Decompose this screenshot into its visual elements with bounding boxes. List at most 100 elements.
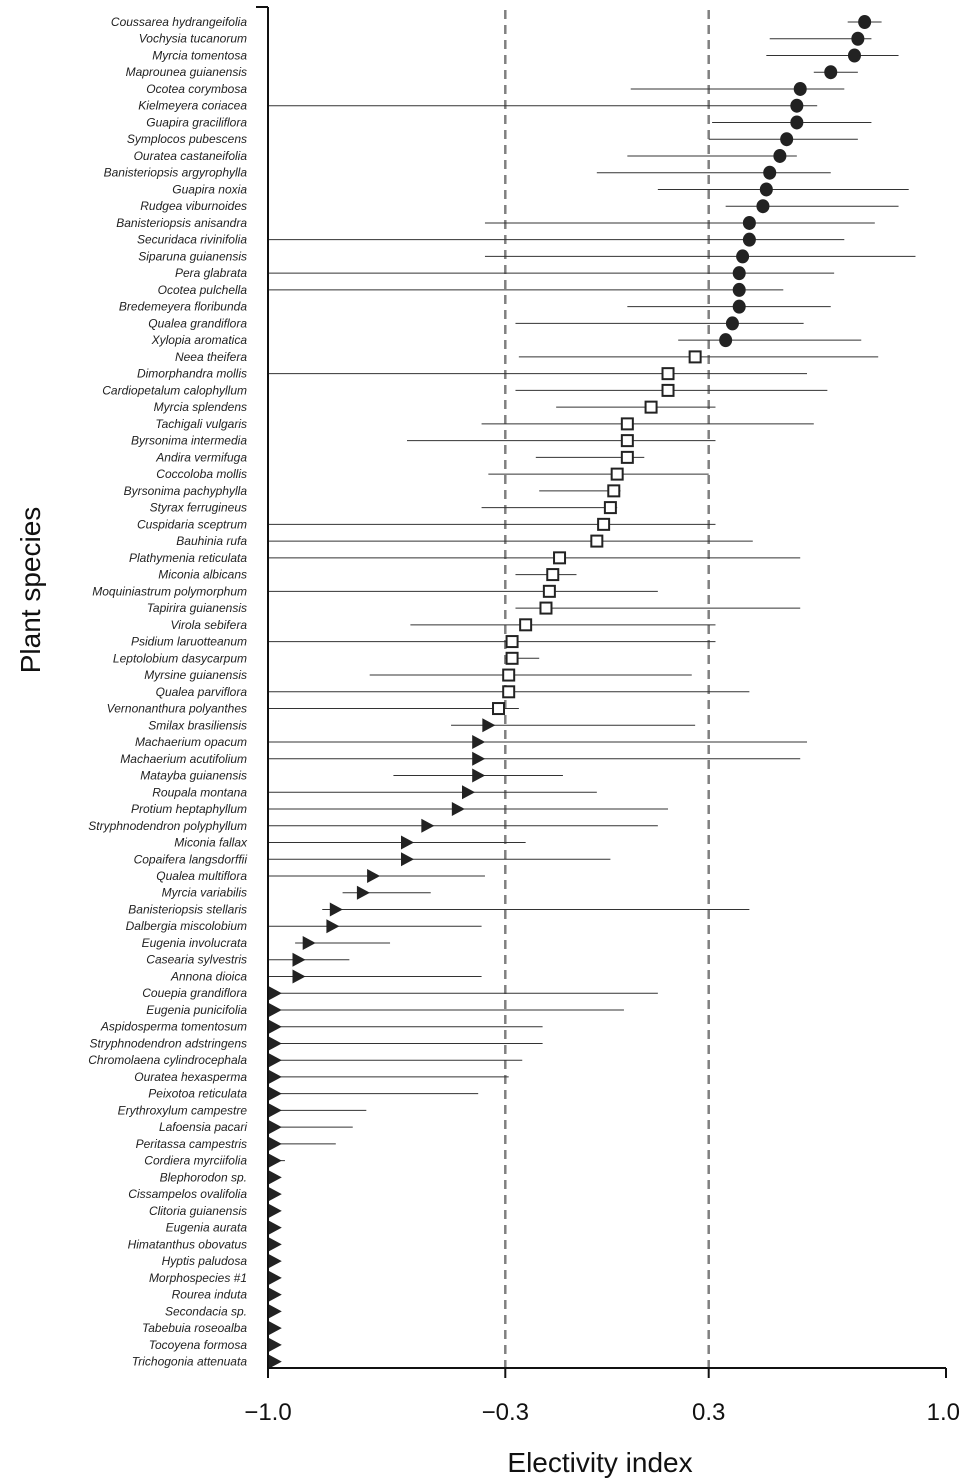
x-tick-label: −0.3 [482,1399,529,1426]
point-triangle [268,1270,282,1285]
point-circle [763,165,777,180]
species-label: Guapira graciliflora [146,115,247,129]
point-square [505,651,519,665]
point-triangle [268,1321,282,1336]
species-label: Dalbergia miscolobium [126,919,247,933]
reference-lines [504,10,710,1368]
x-axis-label: Electivity index [507,1447,692,1478]
point-triangle [268,1136,282,1151]
species-label: Roupala montana [152,785,247,799]
point-triangle [326,919,340,934]
species-label: Andira vermifuga [155,450,247,464]
point-square [610,467,624,481]
point-triangle [268,1019,282,1034]
point-triangle [292,952,306,967]
point-triangle [268,1337,282,1352]
point-square [644,400,658,414]
point-triangle [268,1036,282,1051]
species-label: Cardiopetalum calophyllum [102,383,247,397]
point-circle [719,333,733,348]
species-label: Eugenia involucrata [142,936,248,950]
species-label: Copaifera langsdorffii [134,852,248,866]
point-circle [742,215,756,230]
point-triangle [472,735,486,750]
species-label: Coccoloba mollis [156,467,247,481]
species-label: Guapira noxia [172,182,247,196]
point-circle [790,98,804,113]
point-circle [824,65,838,80]
x-tick-label: −1.0 [244,1399,291,1426]
point-square [553,551,567,565]
point-triangle [400,852,414,867]
species-label: Machaerium acutifolium [120,752,247,766]
point-square [661,383,675,397]
species-label: Plathymenia reticulata [129,551,247,565]
point-square [620,434,634,448]
point-triangle [268,1304,282,1319]
species-label: Protium heptaphyllum [131,802,247,816]
species-label: Tapirira guianensis [147,601,247,615]
species-label: Rudgea viburnoides [140,199,247,213]
species-label: Vochysia tucanorum [139,32,247,46]
species-label: Coussarea hydrangeifolia [111,15,247,29]
point-triangle [268,1254,282,1269]
species-label: Moquiniastrum polymorphum [92,584,247,598]
point-triangle [268,1120,282,1135]
y-axis-label: Plant species [15,507,46,674]
species-label: Machaerium opacum [135,735,247,749]
species-label: Casearia sylvestris [146,953,247,967]
species-label: Erythroxylum campestre [118,1103,248,1117]
species-label: Aspidosperma tomentosum [100,1020,247,1034]
species-label: Rourea induta [172,1288,248,1302]
point-triangle [302,935,316,950]
species-label: Miconia albicans [158,568,247,582]
x-tick-label: 0.3 [692,1399,725,1426]
point-triangle [268,1220,282,1235]
species-label: Securidaca rivinifolia [137,233,247,247]
species-label: Ouratea hexasperma [134,1070,247,1084]
species-label: Smilax brasiliensis [148,718,247,732]
point-triangle [268,1354,282,1369]
species-label: Ouratea castaneifolia [134,149,248,163]
point-square [546,568,560,582]
point-triangle [472,751,486,766]
species-label: Vernonanthura polyanthes [107,702,247,716]
point-triangle [268,1002,282,1017]
point-square [502,668,516,682]
point-circle [780,132,794,147]
point-circle [793,81,807,96]
point-triangle [268,1287,282,1302]
point-triangle [268,1103,282,1118]
species-label: Bauhinia rufa [176,534,247,548]
point-triangle [367,868,381,883]
point-circle [742,232,756,247]
species-label: Pera glabrata [175,266,247,280]
species-label: Lafoensia pacari [159,1120,247,1134]
species-label: Byrsonima pachyphylla [124,484,248,498]
point-triangle [472,768,486,783]
point-square [539,601,553,615]
point-triangle [268,986,282,1001]
point-square [603,501,617,515]
point-circle [759,182,773,197]
point-triangle [268,1153,282,1168]
point-circle [851,31,865,46]
axes: −1.0 −0.3 0.3 1.0 [244,6,960,1426]
species-label: Secondacia sp. [165,1304,247,1318]
species-label: Virola sebifera [171,618,248,632]
species-label: Dimorphandra mollis [137,367,247,381]
point-circle [732,299,746,314]
species-label: Peritassa campestris [136,1137,247,1151]
point-triangle [400,835,414,850]
species-label: Eugenia punicifolia [146,1003,247,1017]
point-triangle [482,718,496,733]
species-label: Siparuna guianensis [138,249,247,263]
point-markers [268,15,872,1369]
species-label: Xylopia aromatica [151,333,248,347]
point-triangle [329,902,343,917]
point-triangle [268,1086,282,1101]
species-label: Ocotea pulchella [158,283,248,297]
species-label: Qualea grandiflora [148,316,247,330]
point-circle [847,48,861,63]
